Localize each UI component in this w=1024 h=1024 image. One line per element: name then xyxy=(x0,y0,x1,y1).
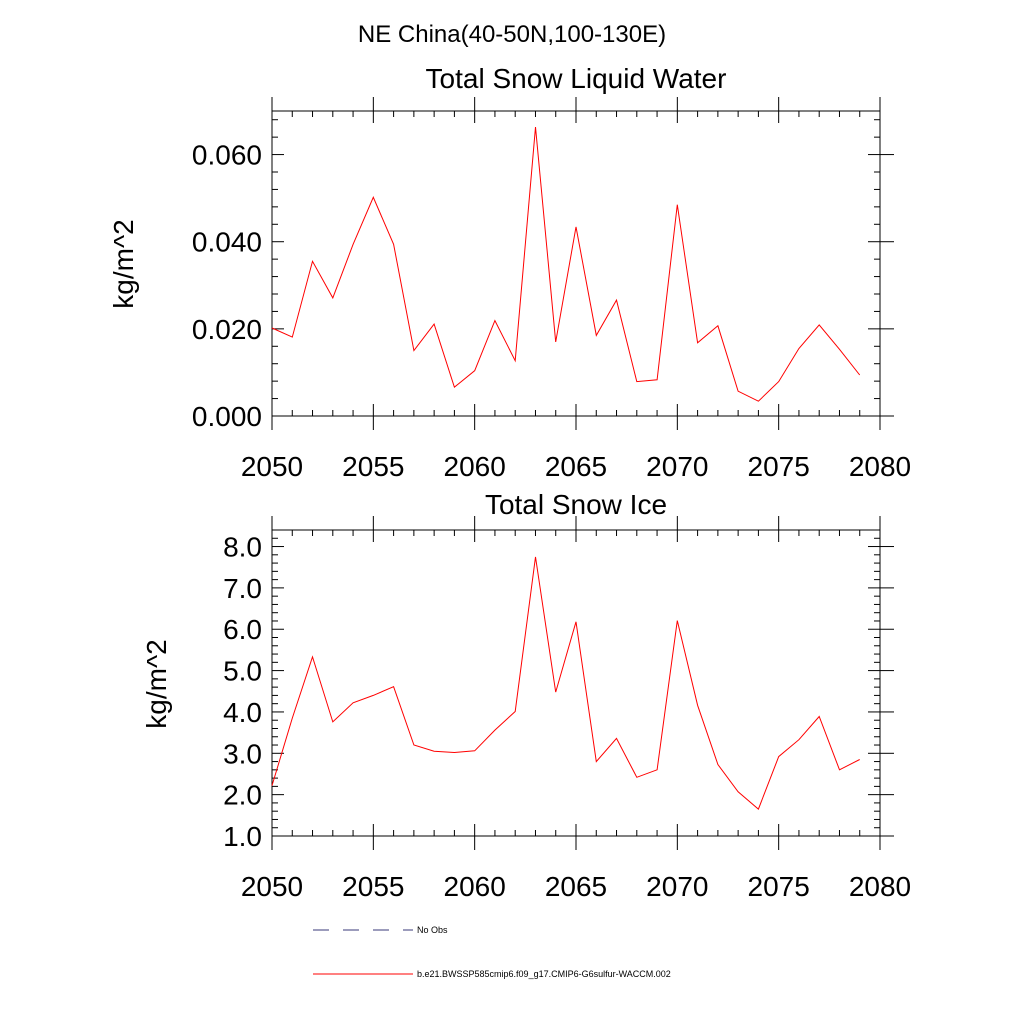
x-tick-label: 2050 xyxy=(241,871,303,902)
panel-snow-liquid-water: Total Snow Liquid Water kg/m^2 2050 2055 2… xyxy=(108,63,911,482)
y-tick-label: 7.0 xyxy=(223,573,262,604)
y-tick-label: 5.0 xyxy=(223,656,262,687)
panel-title: Total Snow Ice xyxy=(485,489,667,520)
y-tick-label: 0.020 xyxy=(192,314,262,345)
x-tick-label: 2065 xyxy=(545,871,607,902)
y-tick-label: 0.040 xyxy=(192,227,262,258)
y-tick-label: 8.0 xyxy=(223,532,262,563)
y-tick-label: 4.0 xyxy=(223,697,262,728)
series-line xyxy=(271,127,861,402)
y-tick-label: 2.0 xyxy=(223,780,262,811)
x-tick-label: 2060 xyxy=(444,871,506,902)
x-tick-label: 2070 xyxy=(646,871,708,902)
x-tick-label: 2075 xyxy=(748,871,810,902)
legend-label-model: b.e21.BWSSP585cmip6.f09_g17.CMIP6-G6sulf… xyxy=(417,969,671,979)
x-tick-label: 2070 xyxy=(646,451,708,482)
y-tick-label: 0.000 xyxy=(192,401,262,432)
y-tick-label: 6.0 xyxy=(223,614,262,645)
x-tick-label: 2080 xyxy=(849,871,911,902)
legend-label-no-obs: No Obs xyxy=(417,925,448,935)
x-tick-label: 2060 xyxy=(444,451,506,482)
y-tick-label: 3.0 xyxy=(223,738,262,769)
series-line xyxy=(271,556,860,810)
panel-snow-ice: Total Snow Ice kg/m^2 2050 2055 2060 2065 20… xyxy=(141,489,911,902)
x-tick-label: 2050 xyxy=(241,451,303,482)
main-title: NE China(40-50N,100-130E) xyxy=(358,21,666,48)
y-tick-label: 0.060 xyxy=(192,140,262,171)
x-tick-label: 2080 xyxy=(849,451,911,482)
x-tick-label: 2065 xyxy=(545,451,607,482)
y-tick-label: 1.0 xyxy=(223,821,262,852)
panel-title: Total Snow Liquid Water xyxy=(426,63,727,94)
y-axis-label: kg/m^2 xyxy=(141,639,172,728)
x-tick-label: 2055 xyxy=(342,451,404,482)
plot-frame xyxy=(271,110,881,417)
x-tick-label: 2055 xyxy=(342,871,404,902)
y-axis-label: kg/m^2 xyxy=(108,219,139,308)
legend: No Obs b.e21.BWSSP585cmip6.f09_g17.CMIP6… xyxy=(313,925,671,979)
x-tick-label: 2075 xyxy=(748,451,810,482)
plot-frame xyxy=(271,529,881,837)
